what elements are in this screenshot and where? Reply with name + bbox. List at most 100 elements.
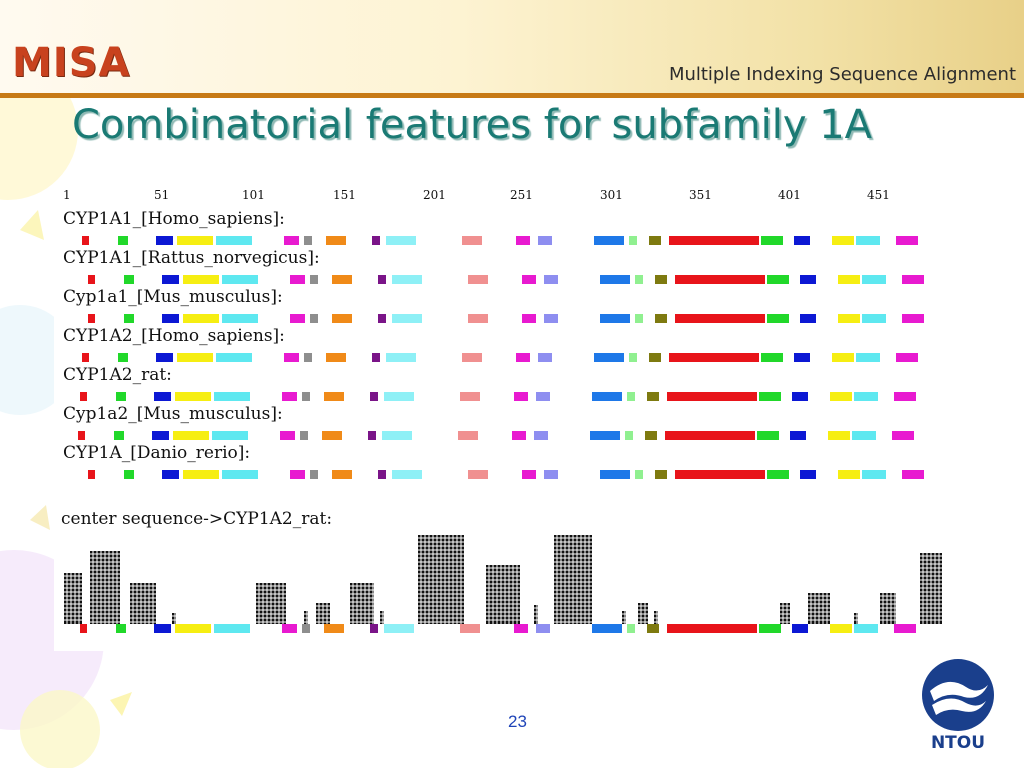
coverage-block <box>486 565 520 624</box>
feature-segment <box>175 392 211 401</box>
feature-segment <box>767 275 789 284</box>
center-feature-segment <box>830 624 852 633</box>
feature-segment <box>378 470 386 479</box>
feature-segment <box>290 314 305 323</box>
feature-segment <box>183 470 219 479</box>
feature-segment <box>832 236 854 245</box>
feature-segment <box>300 431 308 440</box>
feature-segment <box>514 392 528 401</box>
feature-segment <box>894 392 916 401</box>
feature-segment <box>828 431 850 440</box>
center-feature-segment <box>116 624 126 633</box>
feature-segment <box>384 392 414 401</box>
feature-segment <box>462 236 482 245</box>
feature-segment <box>177 236 213 245</box>
sequence-label: CYP1A1_[Homo_sapiens]: <box>63 209 285 229</box>
feature-segment <box>838 314 860 323</box>
ntou-logo: NTOU <box>920 657 996 757</box>
feature-segment <box>468 470 488 479</box>
feature-segment <box>675 275 765 284</box>
coverage-block <box>64 573 82 624</box>
feature-segment <box>522 314 536 323</box>
position-tick: 451 <box>867 188 890 202</box>
feature-segment <box>538 353 552 362</box>
feature-segment <box>290 275 305 284</box>
feature-segment <box>310 470 318 479</box>
center-feature-segment <box>214 624 250 633</box>
feature-segment <box>304 236 312 245</box>
feature-segment <box>156 236 173 245</box>
coverage-block <box>534 605 538 624</box>
coverage-block <box>172 613 176 624</box>
feature-segment <box>856 236 880 245</box>
feature-segment <box>544 470 558 479</box>
feature-segment <box>635 275 643 284</box>
header-subtitle: Multiple Indexing Sequence Alignment <box>668 64 1016 85</box>
feature-segment <box>902 275 924 284</box>
feature-segment <box>800 314 816 323</box>
coverage-block <box>854 613 858 624</box>
center-feature-segment <box>647 624 659 633</box>
feature-segment <box>370 392 378 401</box>
feature-segment <box>852 431 876 440</box>
feature-segment <box>649 353 661 362</box>
center-feature-segment <box>759 624 781 633</box>
feature-segment <box>372 236 380 245</box>
center-feature-segment <box>154 624 171 633</box>
feature-segment <box>538 236 552 245</box>
feature-segment <box>372 353 380 362</box>
position-tick: 351 <box>689 188 712 202</box>
feature-segment <box>80 392 87 401</box>
center-feature-segment <box>592 624 622 633</box>
feature-segment <box>629 236 637 245</box>
feature-segment <box>152 431 169 440</box>
feature-segment <box>368 431 376 440</box>
feature-segment <box>290 470 305 479</box>
center-feature-segment <box>460 624 480 633</box>
feature-segment <box>222 470 258 479</box>
feature-segment <box>88 314 95 323</box>
position-tick: 301 <box>600 188 623 202</box>
feature-segment <box>304 353 312 362</box>
feature-segment <box>544 314 558 323</box>
position-tick: 101 <box>242 188 265 202</box>
feature-segment <box>162 275 179 284</box>
center-feature-segment <box>175 624 211 633</box>
feature-segment <box>310 275 318 284</box>
feature-segment <box>322 431 342 440</box>
center-feature-segment <box>536 624 550 633</box>
feature-segment <box>512 431 526 440</box>
header-divider <box>0 93 1024 98</box>
feature-segment <box>655 314 667 323</box>
feature-segment <box>675 314 765 323</box>
feature-segment <box>462 353 482 362</box>
feature-segment <box>216 236 252 245</box>
feature-segment <box>625 431 633 440</box>
feature-segment <box>382 431 412 440</box>
misa-logo: MISA <box>12 40 131 86</box>
center-feature-segment <box>80 624 87 633</box>
feature-segment <box>629 353 637 362</box>
feature-bars <box>64 236 942 633</box>
feature-segment <box>282 392 297 401</box>
feature-segment <box>118 353 128 362</box>
feature-segment <box>78 431 85 440</box>
feature-segment <box>761 236 783 245</box>
feature-segment <box>649 236 661 245</box>
position-tick: 251 <box>510 188 533 202</box>
feature-segment <box>280 431 295 440</box>
sequence-label: CYP1A2_[Homo_sapiens]: <box>63 326 285 346</box>
feature-segment <box>222 275 258 284</box>
feature-segment <box>332 470 352 479</box>
feature-segment <box>183 275 219 284</box>
feature-segment <box>177 353 213 362</box>
feature-segment <box>326 236 346 245</box>
feature-segment <box>667 392 757 401</box>
feature-segment <box>522 470 536 479</box>
feature-segment <box>600 470 630 479</box>
feature-segment <box>767 314 789 323</box>
center-feature-segment <box>384 624 414 633</box>
feature-segment <box>862 275 886 284</box>
feature-segment <box>82 353 89 362</box>
feature-segment <box>214 392 250 401</box>
